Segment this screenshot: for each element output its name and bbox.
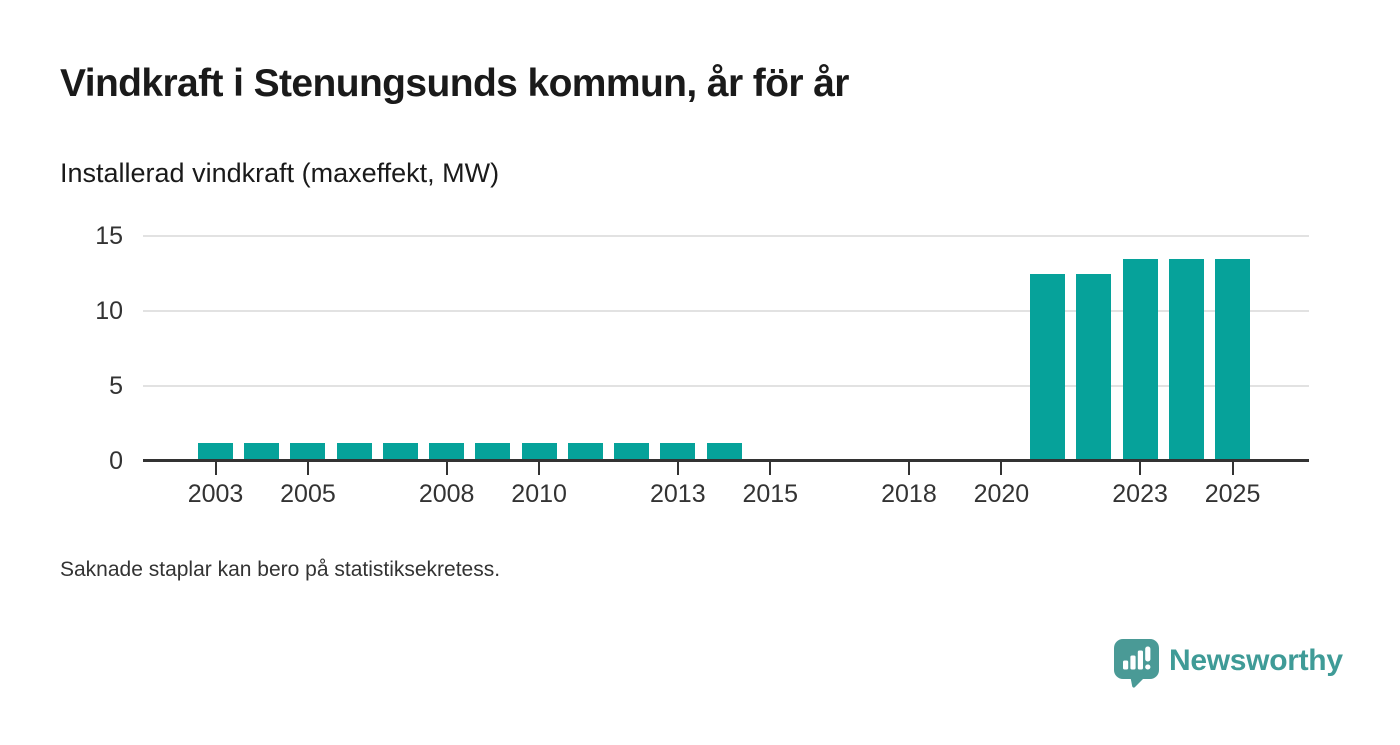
x-axis-label-2008: 2008	[418, 480, 475, 508]
y-axis-label-15: 15	[95, 222, 123, 250]
x-axis-label-2003: 2003	[187, 480, 244, 508]
x-tick-2015	[769, 462, 772, 475]
gridline-y-15	[143, 235, 1309, 237]
x-axis-line	[143, 459, 1309, 462]
bar-2011	[567, 443, 603, 461]
bar-2008	[429, 443, 465, 461]
bar-2013	[660, 443, 696, 461]
bar-2012	[614, 443, 650, 461]
bar-2003	[198, 443, 233, 461]
newsworthy-bubble-chart-icon	[1114, 639, 1159, 688]
bar-2024	[1168, 258, 1204, 461]
x-tick-2010	[538, 462, 541, 475]
chart-title: Vindkraft i Stenungsunds kommun, år för …	[60, 62, 849, 105]
bar-2010	[521, 443, 557, 461]
bar-2022	[1076, 273, 1112, 461]
x-tick-2020	[1000, 462, 1003, 475]
x-axis-label-2010: 2010	[511, 480, 567, 508]
x-axis-label-2023: 2023	[1112, 480, 1168, 508]
x-tick-2023	[1139, 462, 1142, 475]
y-axis-label-10: 10	[95, 297, 123, 325]
x-axis-label-2018: 2018	[881, 480, 937, 508]
x-axis-label-2025: 2025	[1204, 480, 1261, 508]
x-axis-label-2020: 2020	[973, 480, 1030, 508]
bar-2025	[1215, 258, 1251, 461]
y-axis-label-5: 5	[109, 372, 123, 400]
bar-2006	[336, 443, 372, 461]
x-tick-2013	[676, 462, 679, 475]
bar-2005	[290, 443, 326, 461]
x-tick-2005	[306, 462, 309, 475]
newsworthy-logo-text: Newsworthy	[1169, 644, 1343, 677]
y-axis-label-0: 0	[109, 447, 123, 475]
chart-footnote: Saknade staplar kan bero på statistiksek…	[60, 558, 501, 581]
x-axis-label-2013: 2013	[649, 480, 706, 508]
bar-2014	[706, 443, 742, 461]
x-tick-2018	[907, 462, 910, 475]
bar-2023	[1122, 258, 1158, 461]
x-axis-label-2005: 2005	[280, 480, 336, 508]
bar-2021	[1030, 273, 1066, 461]
gridline-y-10	[143, 310, 1309, 312]
x-tick-2008	[445, 462, 448, 475]
bar-2004	[244, 443, 280, 461]
x-tick-2003	[214, 462, 217, 475]
x-axis-label-2015: 2015	[742, 480, 799, 508]
x-tick-2025	[1231, 462, 1234, 475]
gridline-y-5	[143, 385, 1309, 387]
chart-subtitle: Installerad vindkraft (maxeffekt, MW)	[60, 158, 500, 188]
bar-2007	[382, 443, 418, 461]
bar-2009	[475, 443, 511, 461]
